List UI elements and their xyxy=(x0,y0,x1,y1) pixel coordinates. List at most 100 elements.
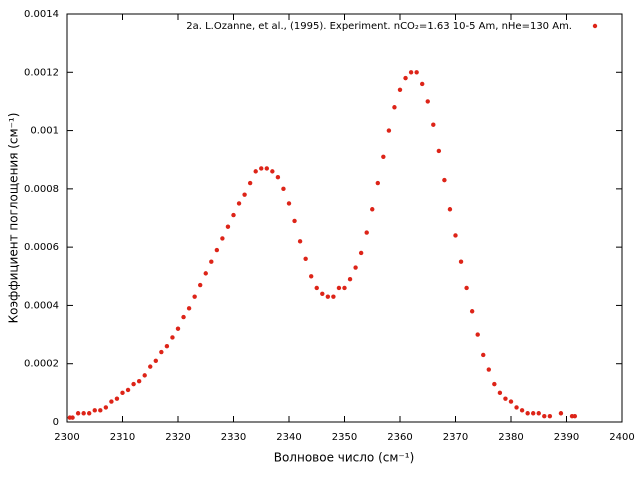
data-point xyxy=(381,154,386,159)
data-point xyxy=(148,364,153,369)
data-point xyxy=(109,399,114,404)
x-tick-label: 2350 xyxy=(332,432,357,443)
data-point xyxy=(247,180,253,186)
data-point xyxy=(447,207,453,212)
y-axis-title: Коэффициент поглощения (см⁻¹) xyxy=(7,113,21,324)
data-point xyxy=(414,70,419,75)
data-point xyxy=(492,381,497,387)
data-point xyxy=(497,390,503,396)
data-point xyxy=(181,314,186,320)
data-point xyxy=(547,413,553,419)
x-tick-label: 2370 xyxy=(443,432,468,443)
data-point xyxy=(297,239,303,244)
data-point xyxy=(347,277,353,282)
data-point xyxy=(309,274,314,279)
data-point xyxy=(519,408,525,413)
data-point xyxy=(353,265,358,270)
y-tick-label: 0 xyxy=(53,417,59,428)
data-point xyxy=(503,396,508,401)
x-tick-label: 2300 xyxy=(54,432,79,443)
data-point xyxy=(275,175,281,180)
y-tick-label: 0.0004 xyxy=(24,300,59,311)
data-point xyxy=(270,169,275,174)
data-point xyxy=(370,207,375,212)
data-point xyxy=(103,405,109,410)
data-point xyxy=(292,218,297,224)
data-point xyxy=(225,224,231,229)
data-point xyxy=(170,335,175,340)
data-point xyxy=(431,122,436,127)
data-point xyxy=(475,332,480,337)
data-point xyxy=(408,70,414,75)
data-point xyxy=(120,390,125,396)
data-point xyxy=(486,367,491,372)
data-point xyxy=(469,309,475,314)
data-point xyxy=(87,411,92,416)
data-point xyxy=(220,236,225,241)
data-point xyxy=(336,285,342,291)
data-point xyxy=(264,166,269,171)
y-tick-label: 0.0008 xyxy=(24,184,59,195)
data-point xyxy=(303,256,308,261)
data-point xyxy=(259,166,264,171)
data-point xyxy=(70,415,75,420)
data-point xyxy=(331,294,336,299)
data-point xyxy=(242,192,247,197)
data-point xyxy=(114,396,120,401)
data-point xyxy=(175,326,181,331)
data-point xyxy=(314,285,319,291)
data-point xyxy=(364,230,369,235)
x-tick-label: 2310 xyxy=(110,432,135,443)
x-tick-label: 2390 xyxy=(554,432,579,443)
data-point xyxy=(397,87,403,92)
x-tick-label: 2330 xyxy=(221,432,246,443)
plot-frame xyxy=(66,13,623,423)
x-tick-label: 2380 xyxy=(498,432,523,443)
x-tick-label: 2400 xyxy=(609,432,634,443)
legend-label: 2a. L.Ozanne, et al., (1995). Experiment… xyxy=(186,21,572,32)
data-point xyxy=(136,379,142,384)
data-point xyxy=(514,405,519,410)
data-point xyxy=(375,180,380,186)
data-point xyxy=(558,411,564,416)
data-point xyxy=(92,408,97,413)
data-point xyxy=(186,306,192,311)
y-tick-label: 0.0006 xyxy=(24,242,59,253)
data-point xyxy=(231,212,236,218)
x-tick-label: 2360 xyxy=(387,432,412,443)
data-point xyxy=(203,271,208,276)
data-point xyxy=(386,128,392,133)
data-point xyxy=(453,233,458,238)
data-point xyxy=(425,99,430,104)
data-point xyxy=(508,399,514,404)
data-point xyxy=(464,285,469,291)
data-point xyxy=(125,387,131,393)
data-point xyxy=(142,373,147,378)
y-tick-label: 0.001 xyxy=(30,126,59,137)
data-point xyxy=(214,247,220,253)
data-point xyxy=(320,291,325,296)
data-point xyxy=(436,148,442,154)
data-point xyxy=(403,75,408,81)
data-point xyxy=(198,282,203,288)
data-point xyxy=(531,411,536,416)
data-point xyxy=(420,81,425,87)
data-point xyxy=(542,413,547,419)
data-point xyxy=(236,201,242,206)
data-point xyxy=(458,259,464,264)
data-point xyxy=(98,408,103,413)
data-point xyxy=(131,381,136,387)
data-point xyxy=(75,411,81,416)
y-tick-label: 0.0014 xyxy=(24,9,59,20)
data-point xyxy=(481,352,486,358)
legend-marker xyxy=(592,23,598,29)
data-point xyxy=(81,411,86,416)
data-point xyxy=(253,169,258,174)
y-tick-label: 0.0012 xyxy=(24,67,59,78)
data-point xyxy=(525,411,530,416)
data-point xyxy=(159,349,164,355)
data-point xyxy=(392,105,397,110)
data-point xyxy=(325,294,331,299)
